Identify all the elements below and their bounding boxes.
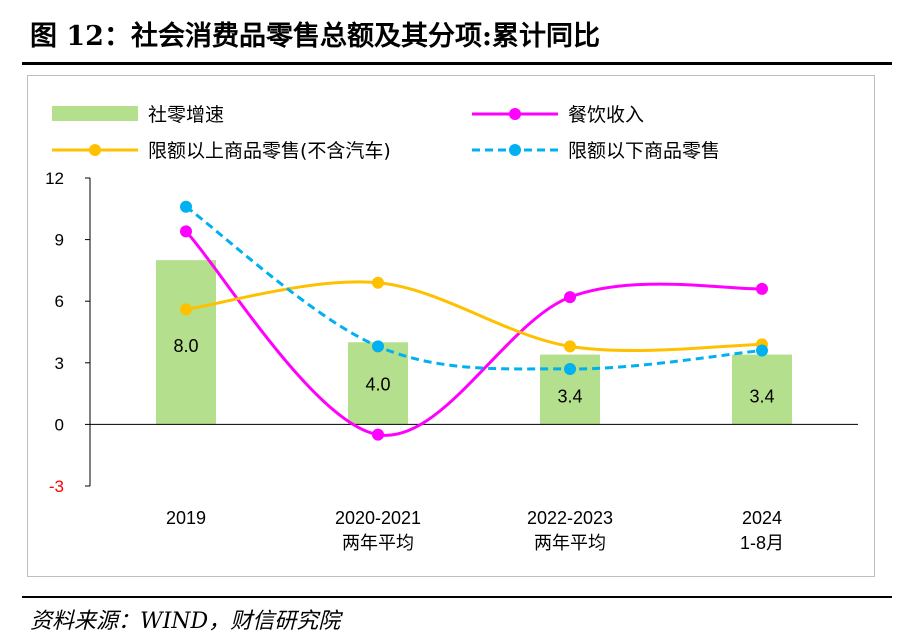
source-note: 资料来源：WIND，财信研究院 <box>30 609 341 634</box>
legend-swatch-point <box>509 108 521 120</box>
legend-label: 餐饮收入 <box>568 104 644 126</box>
series-line <box>184 230 763 437</box>
figure-title: 图 12：社会消费品零售总额及其分项:累计同比 <box>30 21 600 52</box>
x-tick-label: 2019 <box>166 508 206 528</box>
legend-label: 社零增速 <box>148 104 224 126</box>
series-point <box>756 282 768 295</box>
series-point <box>180 200 192 213</box>
bar <box>348 342 408 425</box>
bar-data-label: 8.0 <box>173 336 198 356</box>
top-rule <box>22 62 892 65</box>
x-tick-label: 2022-2023 <box>527 508 613 528</box>
y-tick-label: 12 <box>45 169 64 188</box>
series-point <box>372 276 384 289</box>
y-tick-label: 6 <box>55 292 64 311</box>
series-point <box>564 340 576 353</box>
x-tick-label: 2020-2021 <box>335 508 421 528</box>
x-tick-label: 1-8月 <box>740 533 784 553</box>
series-point <box>180 225 192 238</box>
bar <box>156 260 216 425</box>
y-tick-label: 9 <box>55 231 64 250</box>
series-point <box>564 291 576 304</box>
legend-swatch-point <box>89 144 101 156</box>
bottom-rule <box>22 596 892 598</box>
x-tick-label: 2024 <box>742 508 782 528</box>
y-tick-label: 0 <box>55 415 64 434</box>
series-point <box>180 303 192 316</box>
bar-data-label: 3.4 <box>557 387 582 407</box>
bar-data-label: 3.4 <box>749 387 774 407</box>
bar <box>732 354 792 425</box>
series-point <box>372 340 384 353</box>
series-point <box>564 362 576 375</box>
y-tick-label: 3 <box>55 354 64 373</box>
legend-label: 限额以下商品零售 <box>568 140 720 162</box>
legend-swatch-bar <box>52 106 138 121</box>
legend-label: 限额以上商品零售(不含汽车) <box>148 140 391 162</box>
series-line <box>185 205 763 371</box>
series-line <box>185 280 763 353</box>
x-tick-label: 两年平均 <box>534 533 606 553</box>
series-point <box>756 344 768 357</box>
series-point <box>372 428 384 441</box>
legend-swatch-point <box>509 144 521 156</box>
x-tick-label: 两年平均 <box>342 533 414 553</box>
chart-frame <box>27 75 875 577</box>
y-tick-label: -3 <box>49 477 64 496</box>
bar-data-label: 4.0 <box>365 374 390 394</box>
